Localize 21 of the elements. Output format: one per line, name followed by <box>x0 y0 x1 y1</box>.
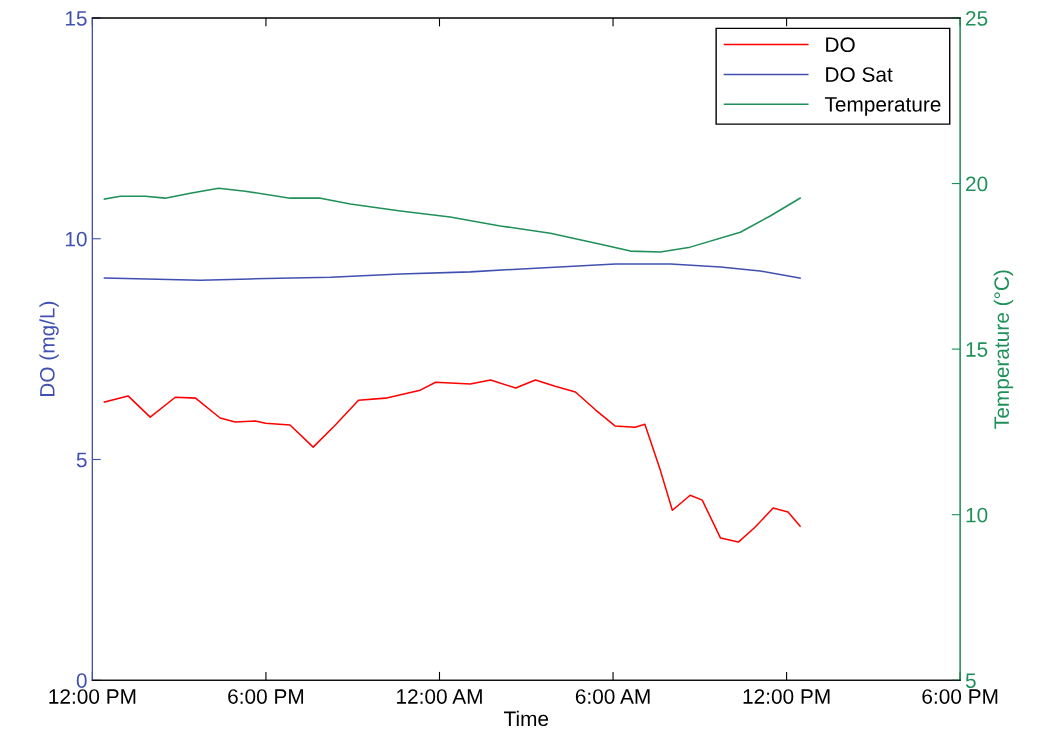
y-axis-title: DO (mg/L) <box>39 301 59 397</box>
x-tick-label: 6:00 PM <box>228 689 304 704</box>
x-tick-label: 12:00 PM <box>743 689 830 704</box>
y-tick-label: 10 <box>65 231 87 247</box>
y2-tick-label: 20 <box>966 176 988 192</box>
y2-tick-label: 10 <box>966 507 988 523</box>
y2-tick-label: 25 <box>966 11 988 26</box>
y2-axis-title: Temperature (°C) <box>993 270 1014 429</box>
legend-label: DO Sat <box>826 67 893 82</box>
legend-label: Temperature <box>824 97 941 116</box>
y-tick-label: 5 <box>76 452 87 468</box>
x-tick-label: 12:00 PM <box>49 689 136 704</box>
legend-label: DO <box>826 37 855 53</box>
x-tick-label: 6:00 PM <box>922 689 998 704</box>
y2-tick-label: 15 <box>966 342 988 357</box>
y2-tick-label: 5 <box>965 673 976 688</box>
x-tick-label: 12:00 AM <box>397 689 482 704</box>
y-tick-label: 15 <box>65 11 87 26</box>
y-tick-label: 0 <box>76 673 87 688</box>
x-tick-label: 6:00 AM <box>575 689 650 704</box>
x-axis-title: Time <box>503 710 549 727</box>
